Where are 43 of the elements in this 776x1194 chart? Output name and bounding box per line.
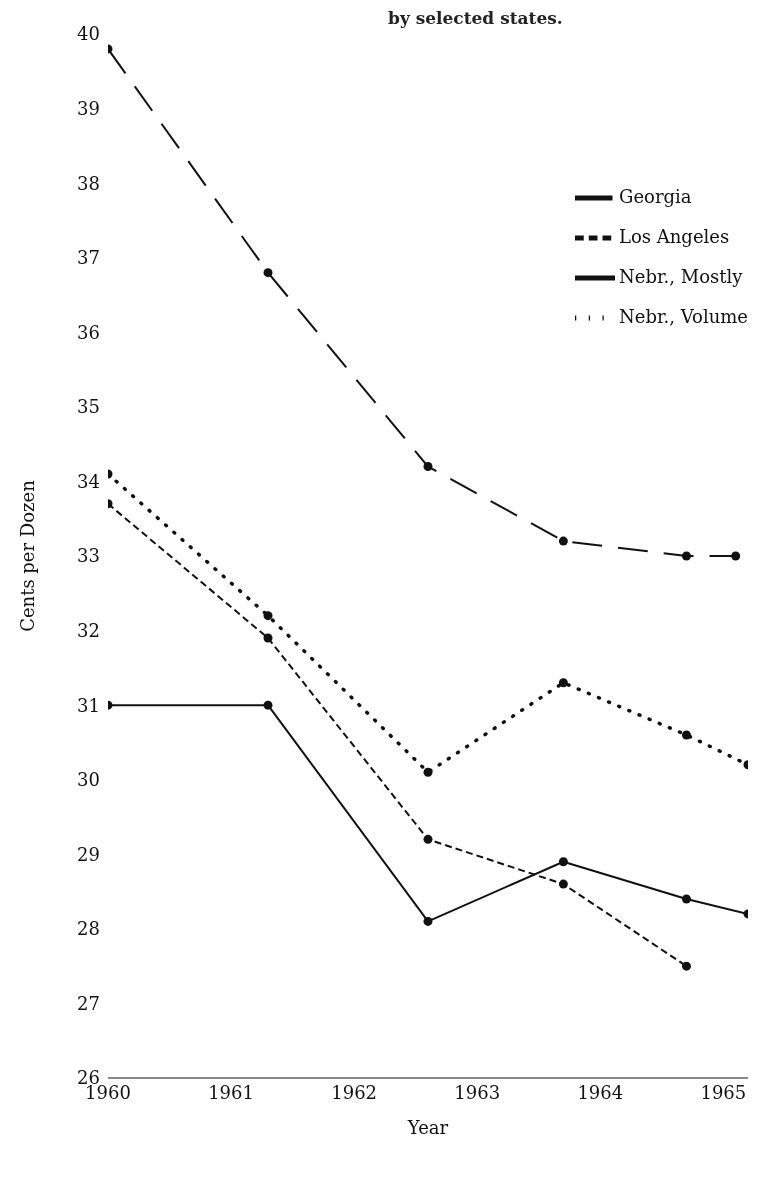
legend-label: Nebr., Mostly	[619, 266, 743, 287]
point	[423, 462, 433, 472]
y-tick-label: 28	[77, 918, 100, 940]
y-tick-label: 27	[77, 992, 100, 1014]
point	[681, 730, 691, 740]
chart-title: by selected states.	[388, 8, 563, 28]
x-tick-label: 1964	[577, 1081, 624, 1103]
legend-label: Nebr., Volume	[619, 306, 748, 327]
point	[558, 678, 568, 688]
x-tick-label: 1962	[331, 1081, 378, 1103]
y-tick-label: 31	[77, 694, 100, 716]
x-tick-label: 1961	[208, 1081, 254, 1103]
point	[263, 611, 273, 621]
point	[731, 551, 741, 561]
y-axis-title: Cents per Dozen	[17, 479, 39, 632]
point	[423, 834, 433, 844]
y-tick-label: 30	[77, 769, 100, 791]
point	[558, 879, 568, 889]
point	[681, 551, 691, 561]
y-tick-label: 34	[77, 470, 100, 492]
y-tick-label: 40	[77, 23, 100, 45]
y-tick-label: 33	[77, 545, 100, 567]
legend-label: Los Angeles	[619, 226, 730, 247]
y-tick-label: 35	[77, 396, 100, 418]
x-tick-label: 1963	[454, 1081, 501, 1103]
y-tick-label: 38	[77, 172, 100, 194]
y-tick-label: 39	[77, 97, 100, 119]
y-tick-label: 36	[77, 321, 100, 343]
point	[423, 916, 433, 926]
point	[423, 767, 433, 777]
point	[263, 268, 273, 278]
point	[558, 536, 568, 546]
y-tick-label: 29	[77, 843, 100, 865]
x-axis-title: Year	[406, 1117, 449, 1138]
x-tick-label: 1965	[700, 1081, 747, 1103]
y-tick-label: 37	[77, 247, 100, 269]
point	[263, 633, 273, 643]
point	[681, 894, 691, 904]
point	[263, 700, 273, 710]
legend-label: Georgia	[619, 186, 692, 207]
point	[681, 961, 691, 971]
y-tick-label: 32	[77, 619, 100, 641]
point	[558, 857, 568, 867]
